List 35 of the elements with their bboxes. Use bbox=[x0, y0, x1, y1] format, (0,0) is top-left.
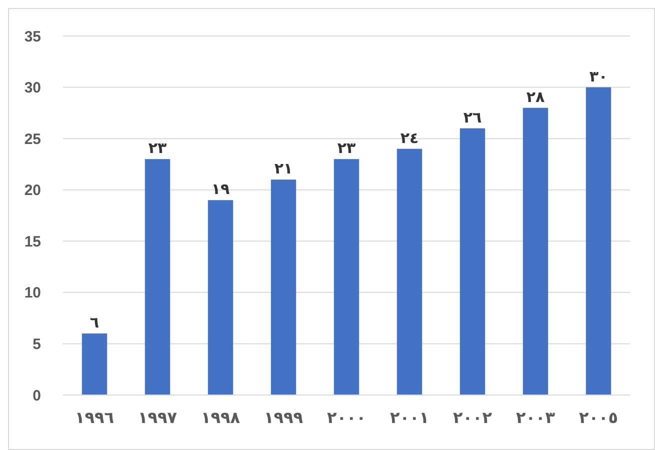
y-tick-label: 25 bbox=[24, 130, 41, 148]
x-tick-label: ٢٠٠٠ bbox=[326, 410, 366, 427]
bar bbox=[144, 159, 170, 395]
bar bbox=[82, 333, 108, 395]
bar bbox=[586, 87, 612, 395]
y-tick-label: 30 bbox=[24, 80, 41, 97]
y-tick-label: 20 bbox=[24, 182, 41, 200]
data-label: ٣٠ bbox=[589, 68, 608, 86]
bar bbox=[270, 180, 296, 395]
y-tick-label: 35 bbox=[24, 28, 41, 46]
bar bbox=[208, 200, 234, 395]
x-tick-label: ٢٠٠٢ bbox=[452, 410, 492, 427]
x-tick-label: ٢٠٠٥ bbox=[578, 410, 618, 427]
x-tick-label: ٢٠٠٣ bbox=[516, 410, 556, 427]
data-label: ٢٣ bbox=[337, 140, 356, 158]
data-label: ٢١ bbox=[274, 160, 293, 178]
x-tick-label: ١٩٩٧ bbox=[138, 410, 178, 427]
data-label: ٢٦ bbox=[463, 109, 482, 126]
x-tick-label: ١٩٩٨ bbox=[200, 410, 240, 427]
data-label: ٢٣ bbox=[148, 140, 167, 158]
x-tick-label: ١٩٩٦ bbox=[74, 410, 114, 427]
bar bbox=[334, 159, 360, 395]
data-label: ٢٤ bbox=[400, 130, 419, 147]
y-tick-label: 0 bbox=[32, 387, 41, 404]
data-label: ١٩ bbox=[211, 181, 230, 198]
data-label: ٦ bbox=[90, 314, 100, 332]
data-label: ٢٨ bbox=[526, 88, 545, 106]
x-tick-label: ٢٠٠١ bbox=[390, 410, 430, 427]
bar bbox=[522, 108, 548, 395]
x-tick-label: ١٩٩٩ bbox=[264, 410, 304, 427]
y-tick-label: 10 bbox=[24, 284, 41, 302]
y-tick-label: 5 bbox=[32, 336, 41, 353]
bar bbox=[460, 128, 486, 395]
bar bbox=[396, 148, 422, 395]
y-tick-label: 15 bbox=[24, 233, 41, 250]
